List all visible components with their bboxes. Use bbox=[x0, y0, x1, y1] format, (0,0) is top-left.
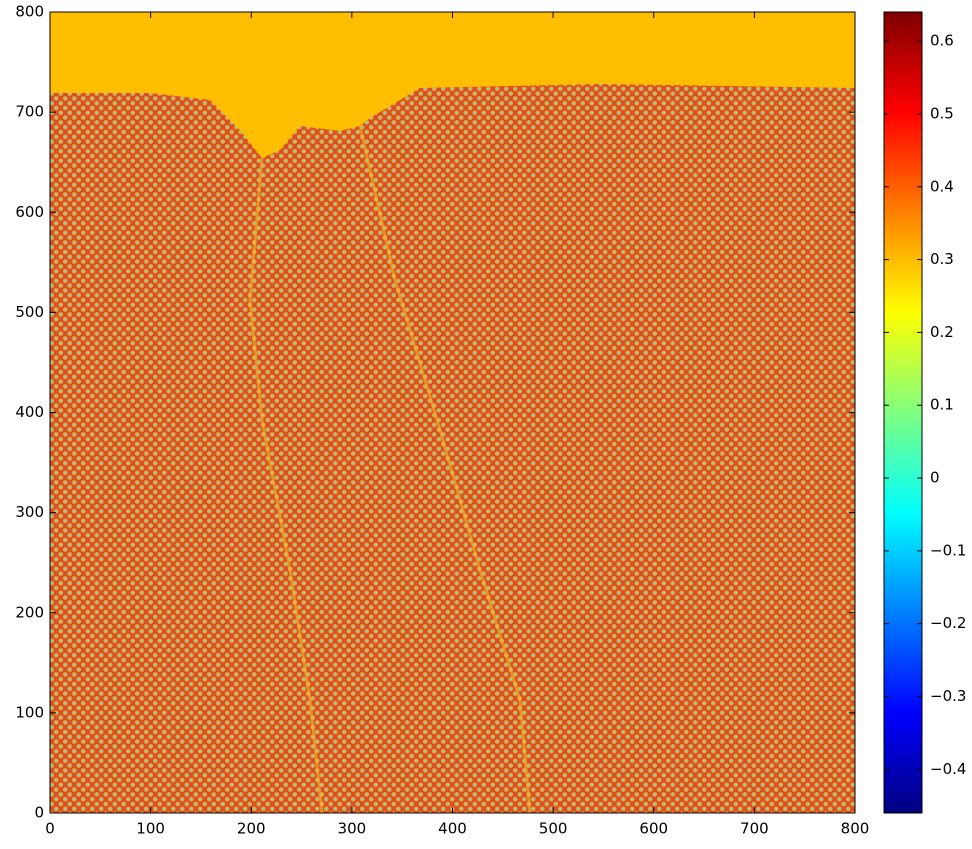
x-tick-label: 700 bbox=[740, 820, 769, 838]
y-tick-label: 500 bbox=[15, 303, 44, 321]
y-tick-label: 600 bbox=[15, 203, 44, 221]
colorbar-tick-label: 0.3 bbox=[930, 250, 954, 268]
colorbar-tick-label: 0.2 bbox=[930, 323, 954, 341]
x-tick-label: 300 bbox=[338, 820, 367, 838]
grain-boundary bbox=[248, 157, 324, 813]
y-tick-label: 800 bbox=[15, 3, 44, 21]
lattice bbox=[50, 12, 855, 813]
colorbar-tick-label: 0.6 bbox=[930, 32, 954, 50]
x-tick-label: 200 bbox=[237, 820, 266, 838]
heatmap-image bbox=[50, 12, 855, 813]
y-tick-label: 100 bbox=[15, 703, 44, 721]
y-tick-label: 400 bbox=[15, 403, 44, 421]
x-tick-label: 400 bbox=[438, 820, 467, 838]
y-tick-label: 0 bbox=[34, 804, 44, 822]
colorbar-tick-label: −0.1 bbox=[930, 541, 966, 559]
colorbar bbox=[883, 11, 923, 814]
y-tick-label: 200 bbox=[15, 603, 44, 621]
colorbar-tick-label: 0.4 bbox=[930, 177, 954, 195]
colorbar-tick-label: 0.5 bbox=[930, 104, 954, 122]
colorbar-tick-label: 0 bbox=[930, 469, 940, 487]
x-tick-label: 500 bbox=[539, 820, 568, 838]
y-tick-label: 700 bbox=[15, 103, 44, 121]
x-tick-label: 600 bbox=[639, 820, 668, 838]
colorbar-tick-label: −0.2 bbox=[930, 614, 966, 632]
x-tick-label: 100 bbox=[136, 820, 165, 838]
y-tick-label: 300 bbox=[15, 503, 44, 521]
liquid-region bbox=[50, 12, 855, 158]
colorbar-tick-label: −0.4 bbox=[930, 760, 966, 778]
colorbar-tick-label: −0.3 bbox=[930, 687, 966, 705]
x-tick-label: 0 bbox=[45, 820, 55, 838]
grain-boundary bbox=[358, 125, 532, 813]
colorbar-tick-label: 0.1 bbox=[930, 396, 954, 414]
x-tick-label: 800 bbox=[841, 820, 870, 838]
